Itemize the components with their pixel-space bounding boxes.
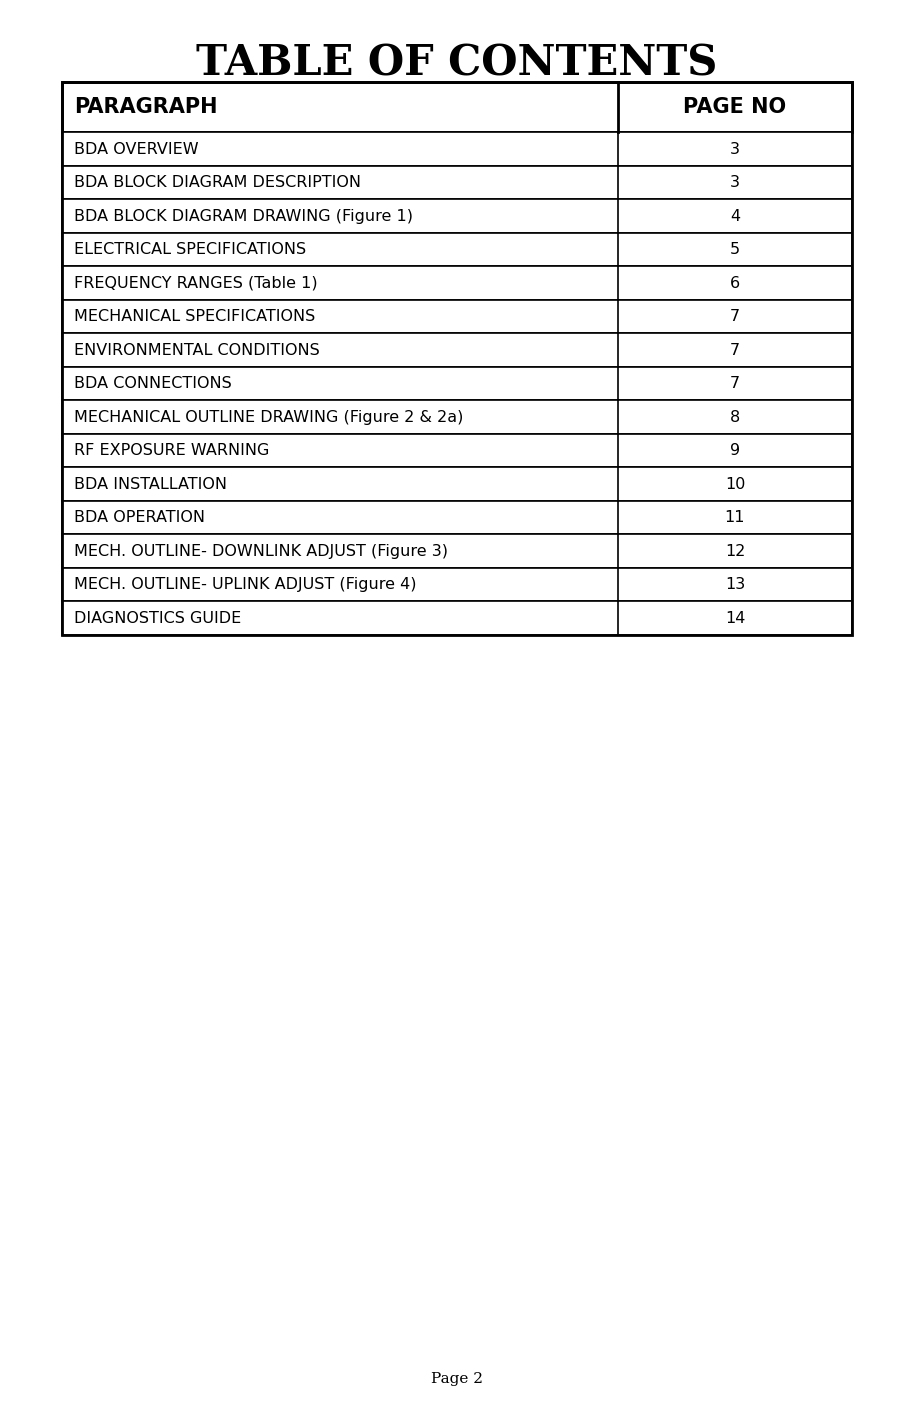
Text: BDA BLOCK DIAGRAM DRAWING (Figure 1): BDA BLOCK DIAGRAM DRAWING (Figure 1) — [74, 208, 413, 224]
Text: 8: 8 — [730, 410, 740, 425]
Bar — [62, 166, 852, 200]
Bar — [62, 333, 852, 367]
Text: MECHANICAL SPECIFICATIONS: MECHANICAL SPECIFICATIONS — [74, 309, 315, 324]
Bar — [62, 82, 852, 132]
Text: ENVIRONMENTAL CONDITIONS: ENVIRONMENTAL CONDITIONS — [74, 343, 320, 357]
Bar — [62, 434, 852, 468]
Text: DIAGNOSTICS GUIDE: DIAGNOSTICS GUIDE — [74, 611, 241, 626]
Text: RF EXPOSURE WARNING: RF EXPOSURE WARNING — [74, 444, 270, 458]
Text: PARAGRAPH: PARAGRAPH — [74, 98, 218, 118]
Text: 3: 3 — [730, 176, 740, 190]
Bar — [62, 367, 852, 401]
Bar — [62, 401, 852, 434]
Text: 4: 4 — [730, 208, 740, 224]
Bar — [62, 232, 852, 266]
Text: BDA OPERATION: BDA OPERATION — [74, 510, 205, 526]
Bar — [62, 266, 852, 300]
Bar — [62, 502, 852, 534]
Bar — [62, 534, 852, 568]
Bar — [62, 200, 852, 232]
Text: BDA OVERVIEW: BDA OVERVIEW — [74, 142, 198, 156]
Text: TABLE OF CONTENTS: TABLE OF CONTENTS — [197, 43, 717, 84]
Bar — [62, 82, 852, 635]
Text: MECH. OUTLINE- DOWNLINK ADJUST (Figure 3): MECH. OUTLINE- DOWNLINK ADJUST (Figure 3… — [74, 544, 448, 558]
Text: 6: 6 — [730, 275, 740, 290]
Bar — [62, 601, 852, 635]
Text: 10: 10 — [725, 476, 745, 492]
Text: 5: 5 — [730, 242, 740, 256]
Text: 7: 7 — [730, 309, 740, 324]
Text: BDA CONNECTIONS: BDA CONNECTIONS — [74, 376, 232, 391]
Text: 13: 13 — [725, 577, 745, 592]
Text: FREQUENCY RANGES (Table 1): FREQUENCY RANGES (Table 1) — [74, 275, 318, 290]
Text: 9: 9 — [730, 444, 740, 458]
Text: 14: 14 — [725, 611, 745, 626]
Text: 3: 3 — [730, 142, 740, 156]
Bar — [62, 568, 852, 601]
Text: 12: 12 — [725, 544, 745, 558]
Text: BDA INSTALLATION: BDA INSTALLATION — [74, 476, 227, 492]
Text: ELECTRICAL SPECIFICATIONS: ELECTRICAL SPECIFICATIONS — [74, 242, 306, 256]
Bar — [62, 300, 852, 333]
Bar — [62, 132, 852, 166]
Text: BDA BLOCK DIAGRAM DESCRIPTION: BDA BLOCK DIAGRAM DESCRIPTION — [74, 176, 361, 190]
Bar — [62, 468, 852, 502]
Text: Page 2: Page 2 — [431, 1372, 483, 1386]
Text: 11: 11 — [725, 510, 745, 526]
Text: MECHANICAL OUTLINE DRAWING (Figure 2 & 2a): MECHANICAL OUTLINE DRAWING (Figure 2 & 2… — [74, 410, 463, 425]
Text: 7: 7 — [730, 376, 740, 391]
Text: MECH. OUTLINE- UPLINK ADJUST (Figure 4): MECH. OUTLINE- UPLINK ADJUST (Figure 4) — [74, 577, 417, 592]
Text: PAGE NO: PAGE NO — [684, 98, 787, 118]
Text: 7: 7 — [730, 343, 740, 357]
